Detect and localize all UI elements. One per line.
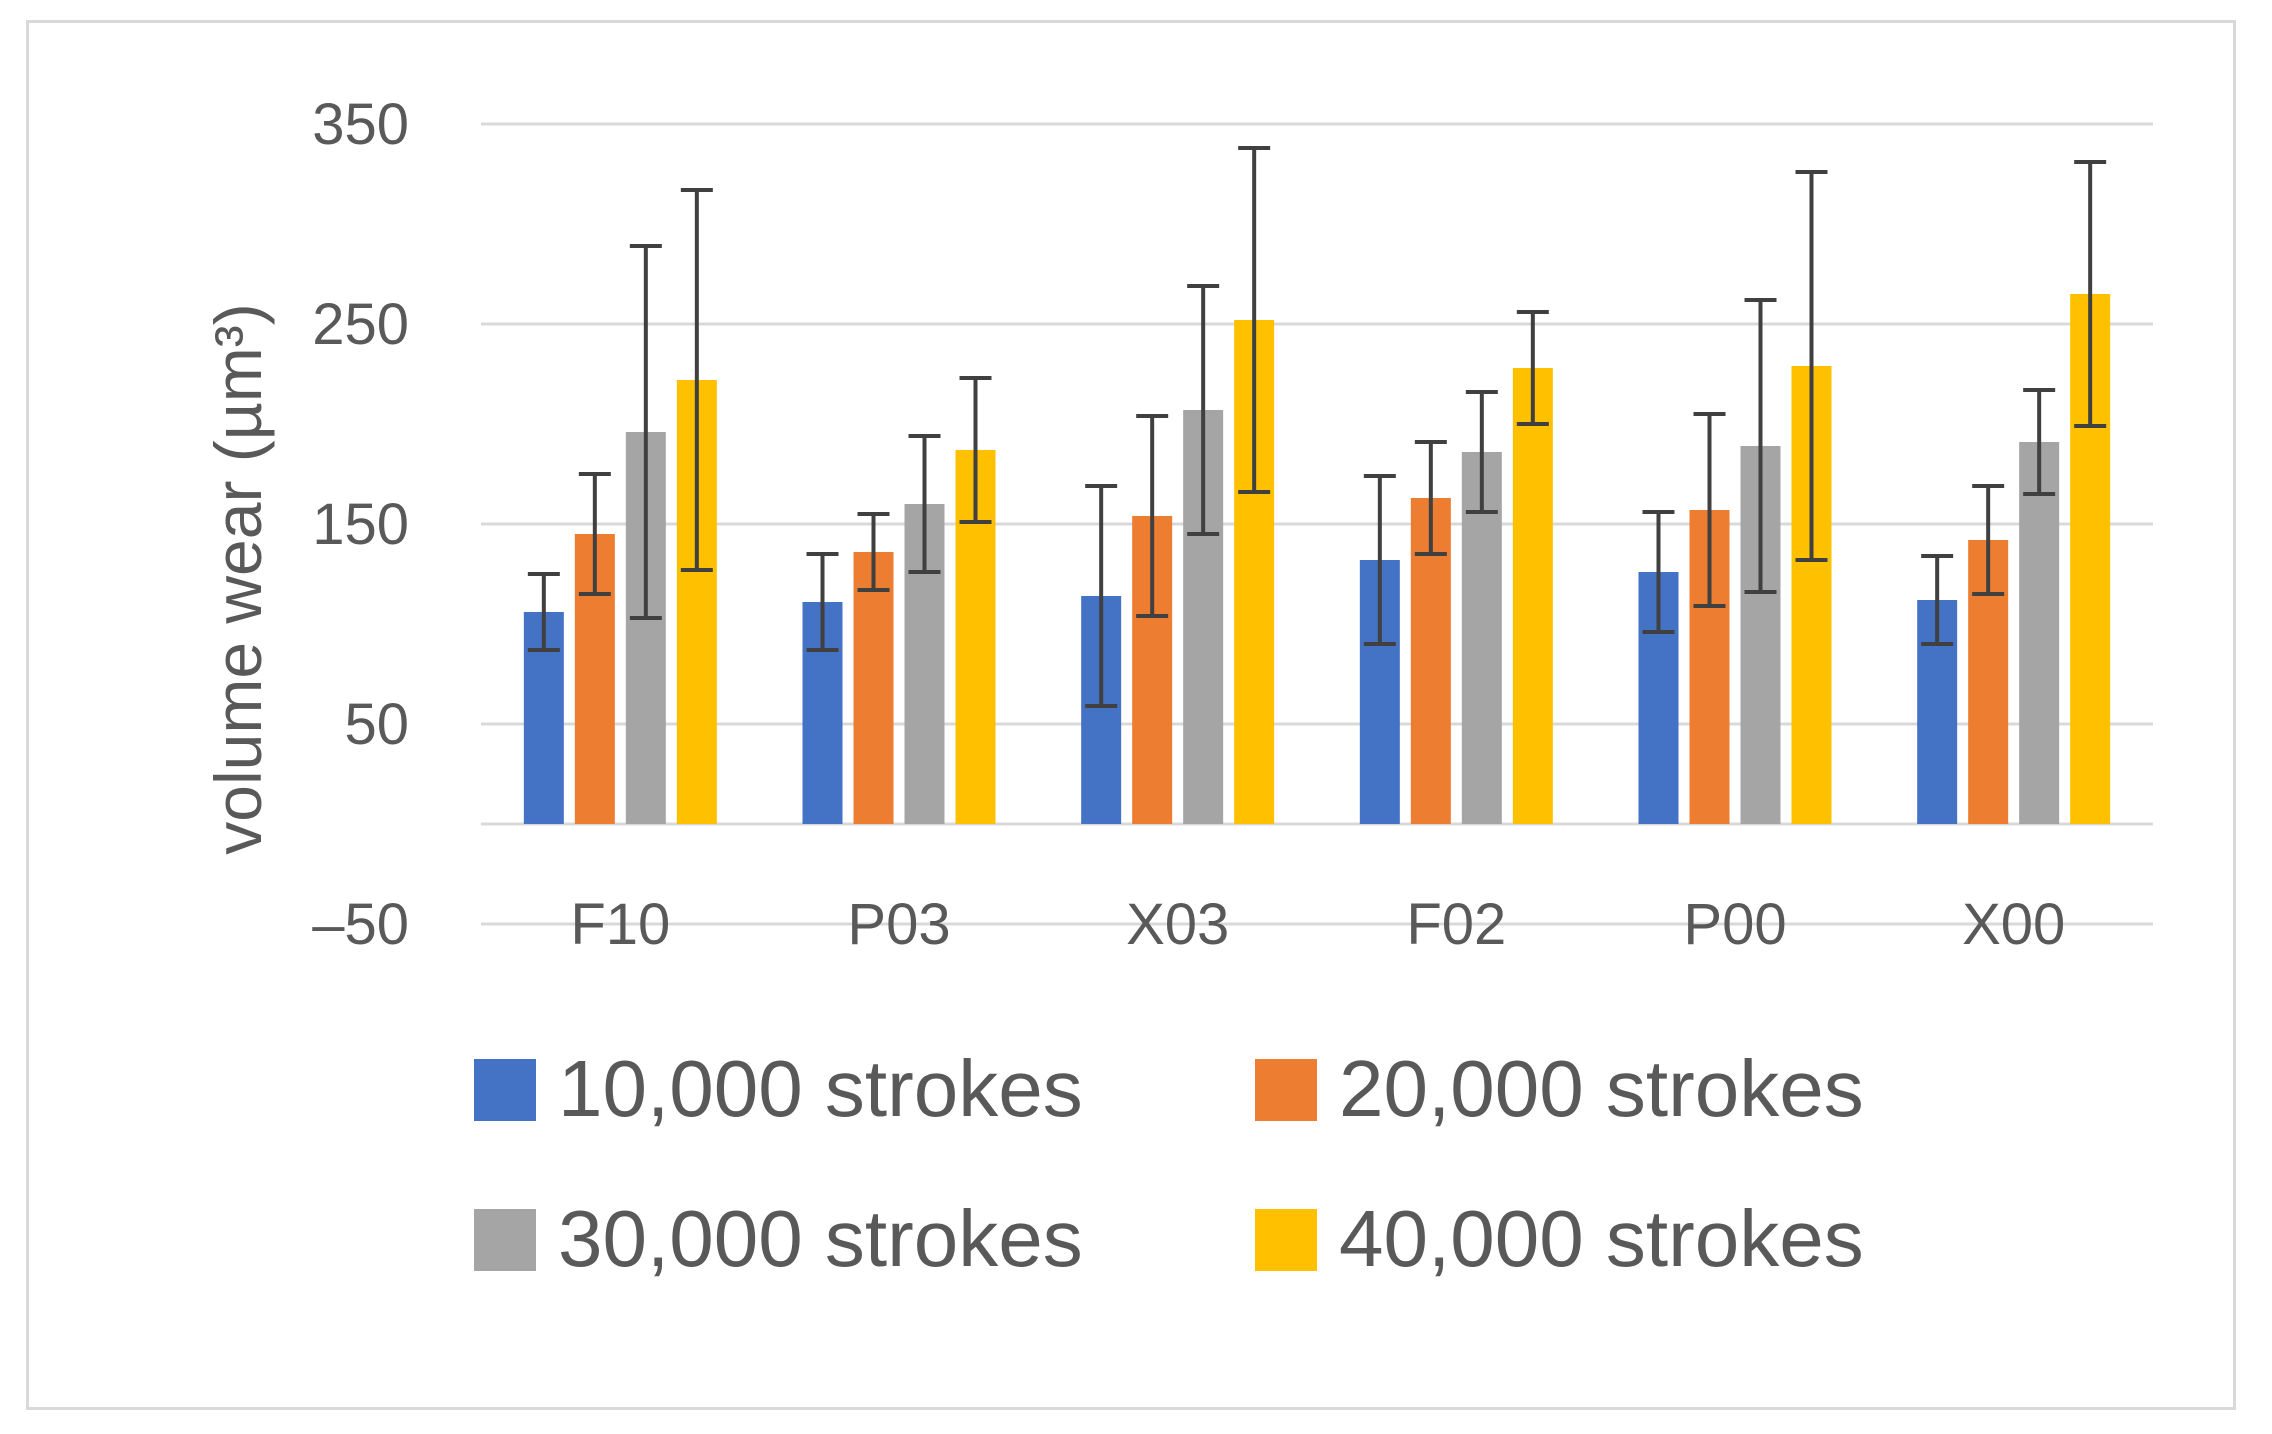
chart-frame: –50 50 150 250 350 F10 P03 X03 F02 P00 X00 volume… xyxy=(26,20,2236,1410)
error-bar xyxy=(1744,298,1777,594)
legend-item: 40,000 strokes xyxy=(1255,1194,1864,1283)
legend-swatch xyxy=(474,1209,536,1271)
x-tick-label: F02 xyxy=(1406,892,1506,957)
legend-label: 30,000 strokes xyxy=(558,1194,1083,1283)
legend-label: 40,000 strokes xyxy=(1339,1194,1864,1283)
legend-label: 10,000 strokes xyxy=(558,1044,1083,1133)
error-bar xyxy=(578,472,611,596)
bars xyxy=(523,294,2111,824)
legend-item: 20,000 strokes xyxy=(1255,1044,1864,1133)
error-bar xyxy=(1465,390,1498,514)
error-bar xyxy=(1085,484,1118,708)
y-tick-label: 50 xyxy=(344,692,409,757)
error-bar xyxy=(1136,414,1169,618)
bar-p03-series-2 xyxy=(853,552,894,824)
error-bar xyxy=(1414,440,1447,556)
legend-item: 30,000 strokes xyxy=(474,1194,1083,1283)
bar-chart: –50 50 150 250 350 F10 P03 X03 F02 P00 X00 volume… xyxy=(201,92,2153,1283)
error-bar xyxy=(908,434,941,574)
legend: 10,000 strokes 20,000 strokes 30,000 strok… xyxy=(474,1044,1864,1283)
error-bar xyxy=(1693,412,1726,608)
error-bar xyxy=(806,552,839,652)
x-tick-label: P03 xyxy=(847,892,950,957)
y-axis-ticks: –50 50 150 250 350 xyxy=(312,92,409,957)
x-tick-label: X00 xyxy=(1962,892,2065,957)
y-tick-label: 150 xyxy=(312,492,409,557)
error-bar xyxy=(1516,310,1549,426)
y-tick-label: –50 xyxy=(312,892,409,957)
x-tick-label: P00 xyxy=(1683,892,1786,957)
error-bar xyxy=(2074,160,2107,428)
error-bar xyxy=(629,244,662,620)
error-bars xyxy=(527,146,2107,708)
y-tick-label: 350 xyxy=(312,92,409,157)
y-tick-label: 250 xyxy=(312,292,409,357)
legend-swatch xyxy=(1255,1209,1317,1271)
error-bar xyxy=(680,188,713,572)
error-bar xyxy=(1972,484,2005,596)
y-axis-title: volume wear (µm³) xyxy=(201,303,275,854)
x-axis-ticks: F10 P03 X03 F02 P00 X00 xyxy=(570,892,2065,957)
gridlines xyxy=(481,122,2153,926)
legend-swatch xyxy=(474,1059,536,1121)
error-bar xyxy=(1921,554,1954,646)
error-bar xyxy=(857,512,890,592)
error-bar xyxy=(1187,284,1220,536)
error-bar xyxy=(1642,510,1675,634)
x-tick-label: F10 xyxy=(570,892,670,957)
legend-label: 20,000 strokes xyxy=(1339,1044,1864,1133)
error-bar xyxy=(1238,146,1271,494)
error-bar xyxy=(527,572,560,652)
error-bar xyxy=(2023,388,2056,496)
bar-f02-series-4 xyxy=(1512,368,1553,824)
x-tick-label: X03 xyxy=(1126,892,1229,957)
error-bar xyxy=(1363,474,1396,646)
legend-swatch xyxy=(1255,1059,1317,1121)
error-bar xyxy=(959,376,992,524)
error-bar xyxy=(1795,170,1828,562)
bar-x00-series-3 xyxy=(2019,442,2060,824)
legend-item: 10,000 strokes xyxy=(474,1044,1083,1133)
